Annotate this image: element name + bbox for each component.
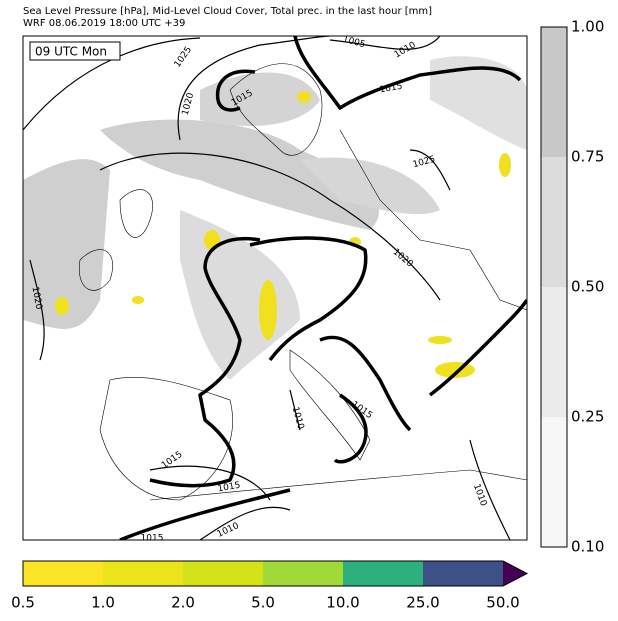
precip-swatch [263, 561, 343, 586]
precip-tick-label: 5.0 [251, 594, 275, 612]
isobar-label: 1020 [30, 286, 44, 311]
precip-swatch [23, 561, 103, 586]
isobar-label: 1015 [217, 481, 241, 495]
cloud-swatch [541, 157, 567, 287]
cloud-swatch [541, 287, 567, 417]
subtitle: WRF 08.06.2019 18:00 UTC +39 [23, 18, 185, 29]
map-frame [22, 35, 528, 541]
precip-tick-label: 10.0 [326, 594, 359, 612]
time-label: 09 UTC Mon [35, 45, 107, 59]
isobar-label: 1015 [379, 82, 403, 96]
precip-tick-label: 1.0 [91, 594, 115, 612]
coastlines [78, 63, 527, 501]
cloud-tick-label: 0.75 [571, 148, 604, 166]
precip-swatch [423, 561, 503, 586]
cloud-colorbar: 0.10 0.25 0.50 0.75 1.00 [540, 18, 604, 556]
precip-swatch [343, 561, 423, 586]
precip-tick-label: 2.0 [171, 594, 195, 612]
cloud-swatch [541, 417, 567, 547]
precip-swatch [103, 561, 183, 586]
precip-colorbar: 0.5 1.0 2.0 5.0 10.0 25.0 50.0 [11, 560, 529, 612]
title: Sea Level Pressure [hPa], Mid-Level Clou… [23, 6, 432, 17]
isobar-label: 1015 [141, 534, 164, 544]
time-box [29, 41, 121, 61]
cloud-tick-label: 0.25 [571, 408, 604, 426]
cloud-tick-label: 0.10 [571, 538, 604, 556]
fronts [119, 36, 527, 540]
cloud-swatch [541, 27, 567, 157]
cloud-tick-label: 0.50 [571, 278, 604, 296]
cloud-colorbar-frame [540, 26, 568, 548]
precip-tick-label: 25.0 [406, 594, 439, 612]
precip-extend [503, 561, 527, 586]
precip-swatch [183, 561, 263, 586]
cloud-tick-label: 1.00 [571, 18, 604, 36]
map: 09 UTC Mon 1025 1005 1010 1015 1020 1015… [23, 36, 527, 544]
precip-tick-label: 50.0 [486, 594, 519, 612]
precip-tick-label: 0.5 [11, 594, 35, 612]
precip-colorbar-frame [22, 560, 529, 587]
